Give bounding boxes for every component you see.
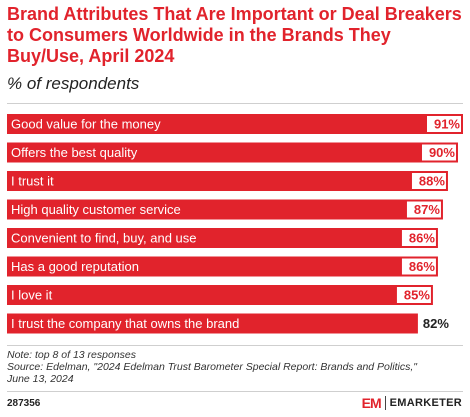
value-label: 88% <box>419 174 445 189</box>
bar-label: Good value for the money <box>11 117 161 132</box>
logo-text: EMARKETER <box>389 397 462 409</box>
value-label: 90% <box>429 145 455 160</box>
bar-label: High quality customer service <box>11 202 181 217</box>
bar <box>7 285 433 305</box>
bar <box>7 142 458 163</box>
bar-label: Has a good reputation <box>11 259 139 274</box>
bar <box>7 114 463 134</box>
value-label-background <box>411 173 446 189</box>
bar-label: I trust it <box>11 174 54 189</box>
bar-label: Convenient to find, buy, and use <box>11 231 197 246</box>
logo-divider <box>384 396 386 410</box>
chart-id: 287356 <box>7 398 41 409</box>
emarketer-logo: EM EMARKETER <box>362 395 462 411</box>
notes-divider <box>7 345 463 346</box>
value-label: 86% <box>409 259 435 274</box>
bar <box>7 228 438 248</box>
value-label: 85% <box>404 288 430 303</box>
chart-subtitle: % of respondents <box>7 74 140 93</box>
value-label: 82% <box>423 316 449 331</box>
value-label-background <box>406 201 441 218</box>
bar <box>7 171 448 191</box>
bar <box>7 313 418 334</box>
bar-label: I trust the company that owns the brand <box>11 316 239 331</box>
value-label-background <box>396 287 431 303</box>
bar-label: Offers the best quality <box>11 145 138 160</box>
chart-title: Brand Attributes That Are Important or D… <box>7 4 462 66</box>
value-label-background <box>401 258 436 275</box>
value-label-background <box>427 116 461 132</box>
bar-chart: Good value for the money 91% Offers the be… <box>7 114 463 334</box>
chart-notes: Note: top 8 of 13 responses Source: Edel… <box>7 349 463 385</box>
bar <box>7 256 438 277</box>
footer-divider <box>7 391 463 392</box>
value-label: 86% <box>409 231 435 246</box>
value-label-background <box>421 144 456 161</box>
bar-label: I love it <box>11 288 53 303</box>
source-text-line1: Source: Edelman, "2024 Edelman Trust Bar… <box>7 361 417 373</box>
top-divider <box>7 103 463 104</box>
note-text: Note: top 8 of 13 responses <box>7 349 136 361</box>
value-label: 87% <box>414 202 440 217</box>
value-label-background <box>401 230 436 246</box>
value-label: 91% <box>434 117 460 132</box>
source-text-line2: June 13, 2024 <box>7 373 74 385</box>
bar <box>7 199 443 220</box>
logo-mark-icon: EM <box>361 395 382 411</box>
